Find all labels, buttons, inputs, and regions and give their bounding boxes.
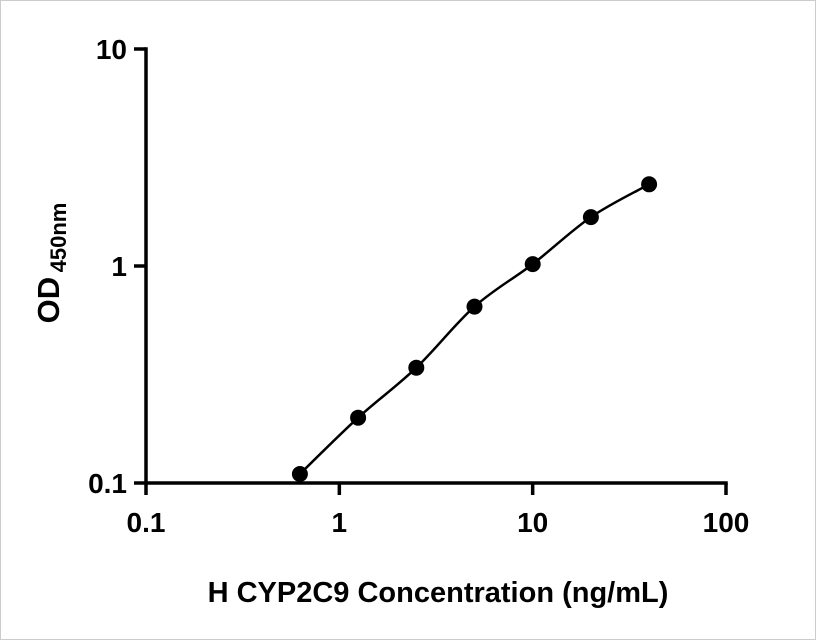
chart-plot-area: 0.1 1 10 100 0.1 1 10 xyxy=(88,34,749,538)
data-point xyxy=(408,359,425,376)
y-axis-title-main: OD xyxy=(31,277,66,324)
data-point xyxy=(466,298,483,315)
y-axis-title-sub: 450nm xyxy=(46,203,71,273)
axis-frame xyxy=(144,47,728,485)
data-point xyxy=(291,466,308,482)
curve-line xyxy=(299,183,650,475)
x-tick-label: 1 xyxy=(332,507,348,538)
y-tick-label: 10 xyxy=(96,34,127,65)
data-point xyxy=(350,409,367,426)
x-axis-title: H CYP2C9 Concentration (ng/mL) xyxy=(208,577,669,609)
x-tick-label: 10 xyxy=(517,507,548,538)
data-point xyxy=(582,209,599,226)
data-point xyxy=(524,256,541,273)
y-axis-title: OD 450nm xyxy=(31,203,71,324)
y-tick-label: 1 xyxy=(111,251,127,282)
y-tick-label: 0.1 xyxy=(88,468,127,499)
x-tick-label: 100 xyxy=(703,507,750,538)
x-tick-label: 0.1 xyxy=(127,507,166,538)
data-point xyxy=(641,176,658,193)
